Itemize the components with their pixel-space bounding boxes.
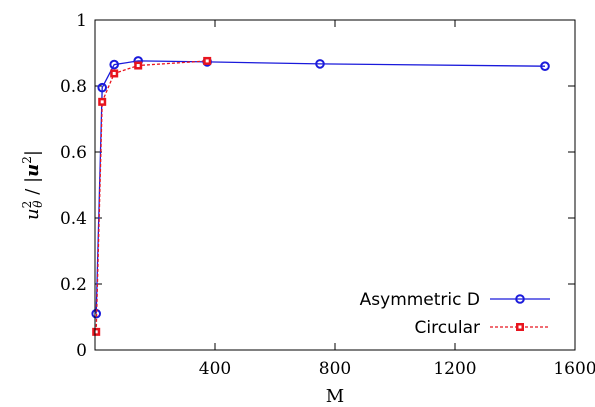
plot-frame <box>94 19 576 351</box>
legend-marker-center <box>518 325 522 329</box>
data-point-center <box>205 59 209 63</box>
data-point-center <box>112 71 116 75</box>
x-tick-label: 800 <box>319 359 351 379</box>
y-label-sub: θ <box>31 200 45 208</box>
y-tick-label: 0 <box>76 341 87 361</box>
legend-marker <box>515 294 525 304</box>
y-label-bar-right: | <box>22 150 43 156</box>
y-label-sup: 2 <box>20 201 34 209</box>
x-tick-label: 1200 <box>433 359 476 379</box>
y-label-den-sup: 2 <box>20 156 34 164</box>
data-point-center <box>136 64 140 68</box>
data-point <box>97 82 107 93</box>
data-point-center <box>100 100 104 104</box>
legend-label: Asymmetric D <box>360 290 480 310</box>
y-tick-label: 0.6 <box>60 143 87 163</box>
y-axis-label: u2θ / |u2| <box>20 150 45 220</box>
y-tick-label: 0.4 <box>60 209 87 229</box>
y-label-den-base: u <box>22 164 43 177</box>
y-tick-label: 0.8 <box>60 77 87 97</box>
legend-label: Circular <box>415 318 480 338</box>
y-tick-label: 0.2 <box>60 275 87 295</box>
data-point <box>315 59 325 69</box>
series-layer <box>91 56 550 336</box>
tick-labels: 400 800 1200 1600 0 0.2 0.4 0.6 0.8 1 <box>60 11 595 379</box>
legend: Asymmetric D Circular <box>360 290 550 338</box>
series-line <box>95 60 546 314</box>
x-axis-label: M <box>326 386 344 407</box>
x-tick-label: 1600 <box>553 359 595 379</box>
y-tick-label: 1 <box>76 11 87 31</box>
data-point-center <box>94 330 98 334</box>
y-label-sep: / <box>22 183 43 201</box>
y-label-base: u <box>22 208 43 220</box>
data-point <box>540 61 550 71</box>
data-point <box>109 59 119 70</box>
ticks <box>95 19 576 351</box>
x-tick-label: 400 <box>199 359 231 379</box>
y-label-bar-left: | <box>22 177 43 183</box>
series-line <box>95 60 208 332</box>
